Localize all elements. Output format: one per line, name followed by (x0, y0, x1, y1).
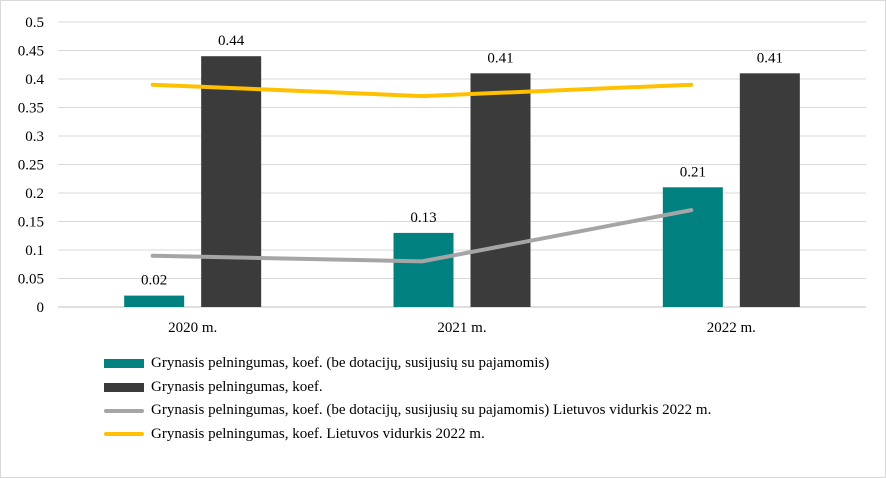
y-tick-label: 0.4 (25, 72, 44, 88)
legend-label: Grynasis pelningumas, koef. Lietuvos vid… (151, 425, 485, 442)
bar-data-label: 0.21 (680, 164, 706, 180)
y-tick-label: 0.5 (25, 15, 44, 31)
legend-swatch-gray-line (104, 408, 144, 413)
legend-swatch-yellow-line (104, 432, 144, 437)
x-tick-label: 2021 m. (437, 320, 486, 336)
legend-label: Grynasis pelningumas, koef. (be dotacijų… (151, 355, 550, 372)
bar (201, 56, 262, 308)
legend-swatch-dark-bar (104, 382, 144, 392)
bar (739, 73, 800, 307)
bar (470, 73, 531, 307)
legend-label: Grynasis pelningumas, koef. (be dotacijų… (151, 402, 712, 419)
bar-data-label: 0.13 (410, 210, 436, 226)
series-line (150, 208, 694, 264)
x-tick-label: 2020 m. (168, 320, 217, 336)
series-line (150, 82, 694, 99)
y-tick-label: 0.35 (18, 101, 44, 117)
bar-data-label: 0.41 (757, 50, 783, 66)
legend-swatch-teal-bar (104, 359, 144, 369)
bar (662, 187, 723, 307)
y-tick-label: 0.15 (18, 215, 44, 231)
legend-item-lt-avg: Grynasis pelningumas, koef. Lietuvos vid… (104, 423, 711, 447)
legend: Grynasis pelningumas, koef. (be dotacijų… (104, 352, 711, 446)
legend-item-lt-avg-excl-grants: Grynasis pelningumas, koef. (be dotacijų… (104, 399, 711, 423)
y-tick-label: 0.25 (18, 158, 44, 174)
x-tick-label: 2022 m. (707, 320, 756, 336)
y-tick-label: 0.3 (25, 129, 44, 145)
legend-label: Grynasis pelningumas, koef. (151, 378, 323, 395)
y-tick-label: 0.45 (18, 44, 44, 60)
bar-data-label: 0.41 (487, 50, 513, 66)
chart-plot: 0 0.05 0.1 0.15 0.2 0.25 0.3 0.35 0.4 0.45 0.5 2020… (18, 15, 866, 336)
y-tick-label: 0 (37, 300, 45, 316)
bar-data-label: 0.44 (218, 33, 245, 49)
bar-data-label: 0.02 (141, 273, 167, 289)
y-tick-label: 0.05 (18, 272, 44, 288)
legend-item-net-margin-excl-grants: Grynasis pelningumas, koef. (be dotacijų… (104, 352, 711, 376)
y-tick-label: 0.2 (25, 186, 44, 202)
y-tick-label: 0.1 (25, 243, 44, 259)
bar (393, 232, 454, 307)
bar (124, 295, 185, 307)
legend-item-net-margin: Grynasis pelningumas, koef. (104, 376, 711, 400)
